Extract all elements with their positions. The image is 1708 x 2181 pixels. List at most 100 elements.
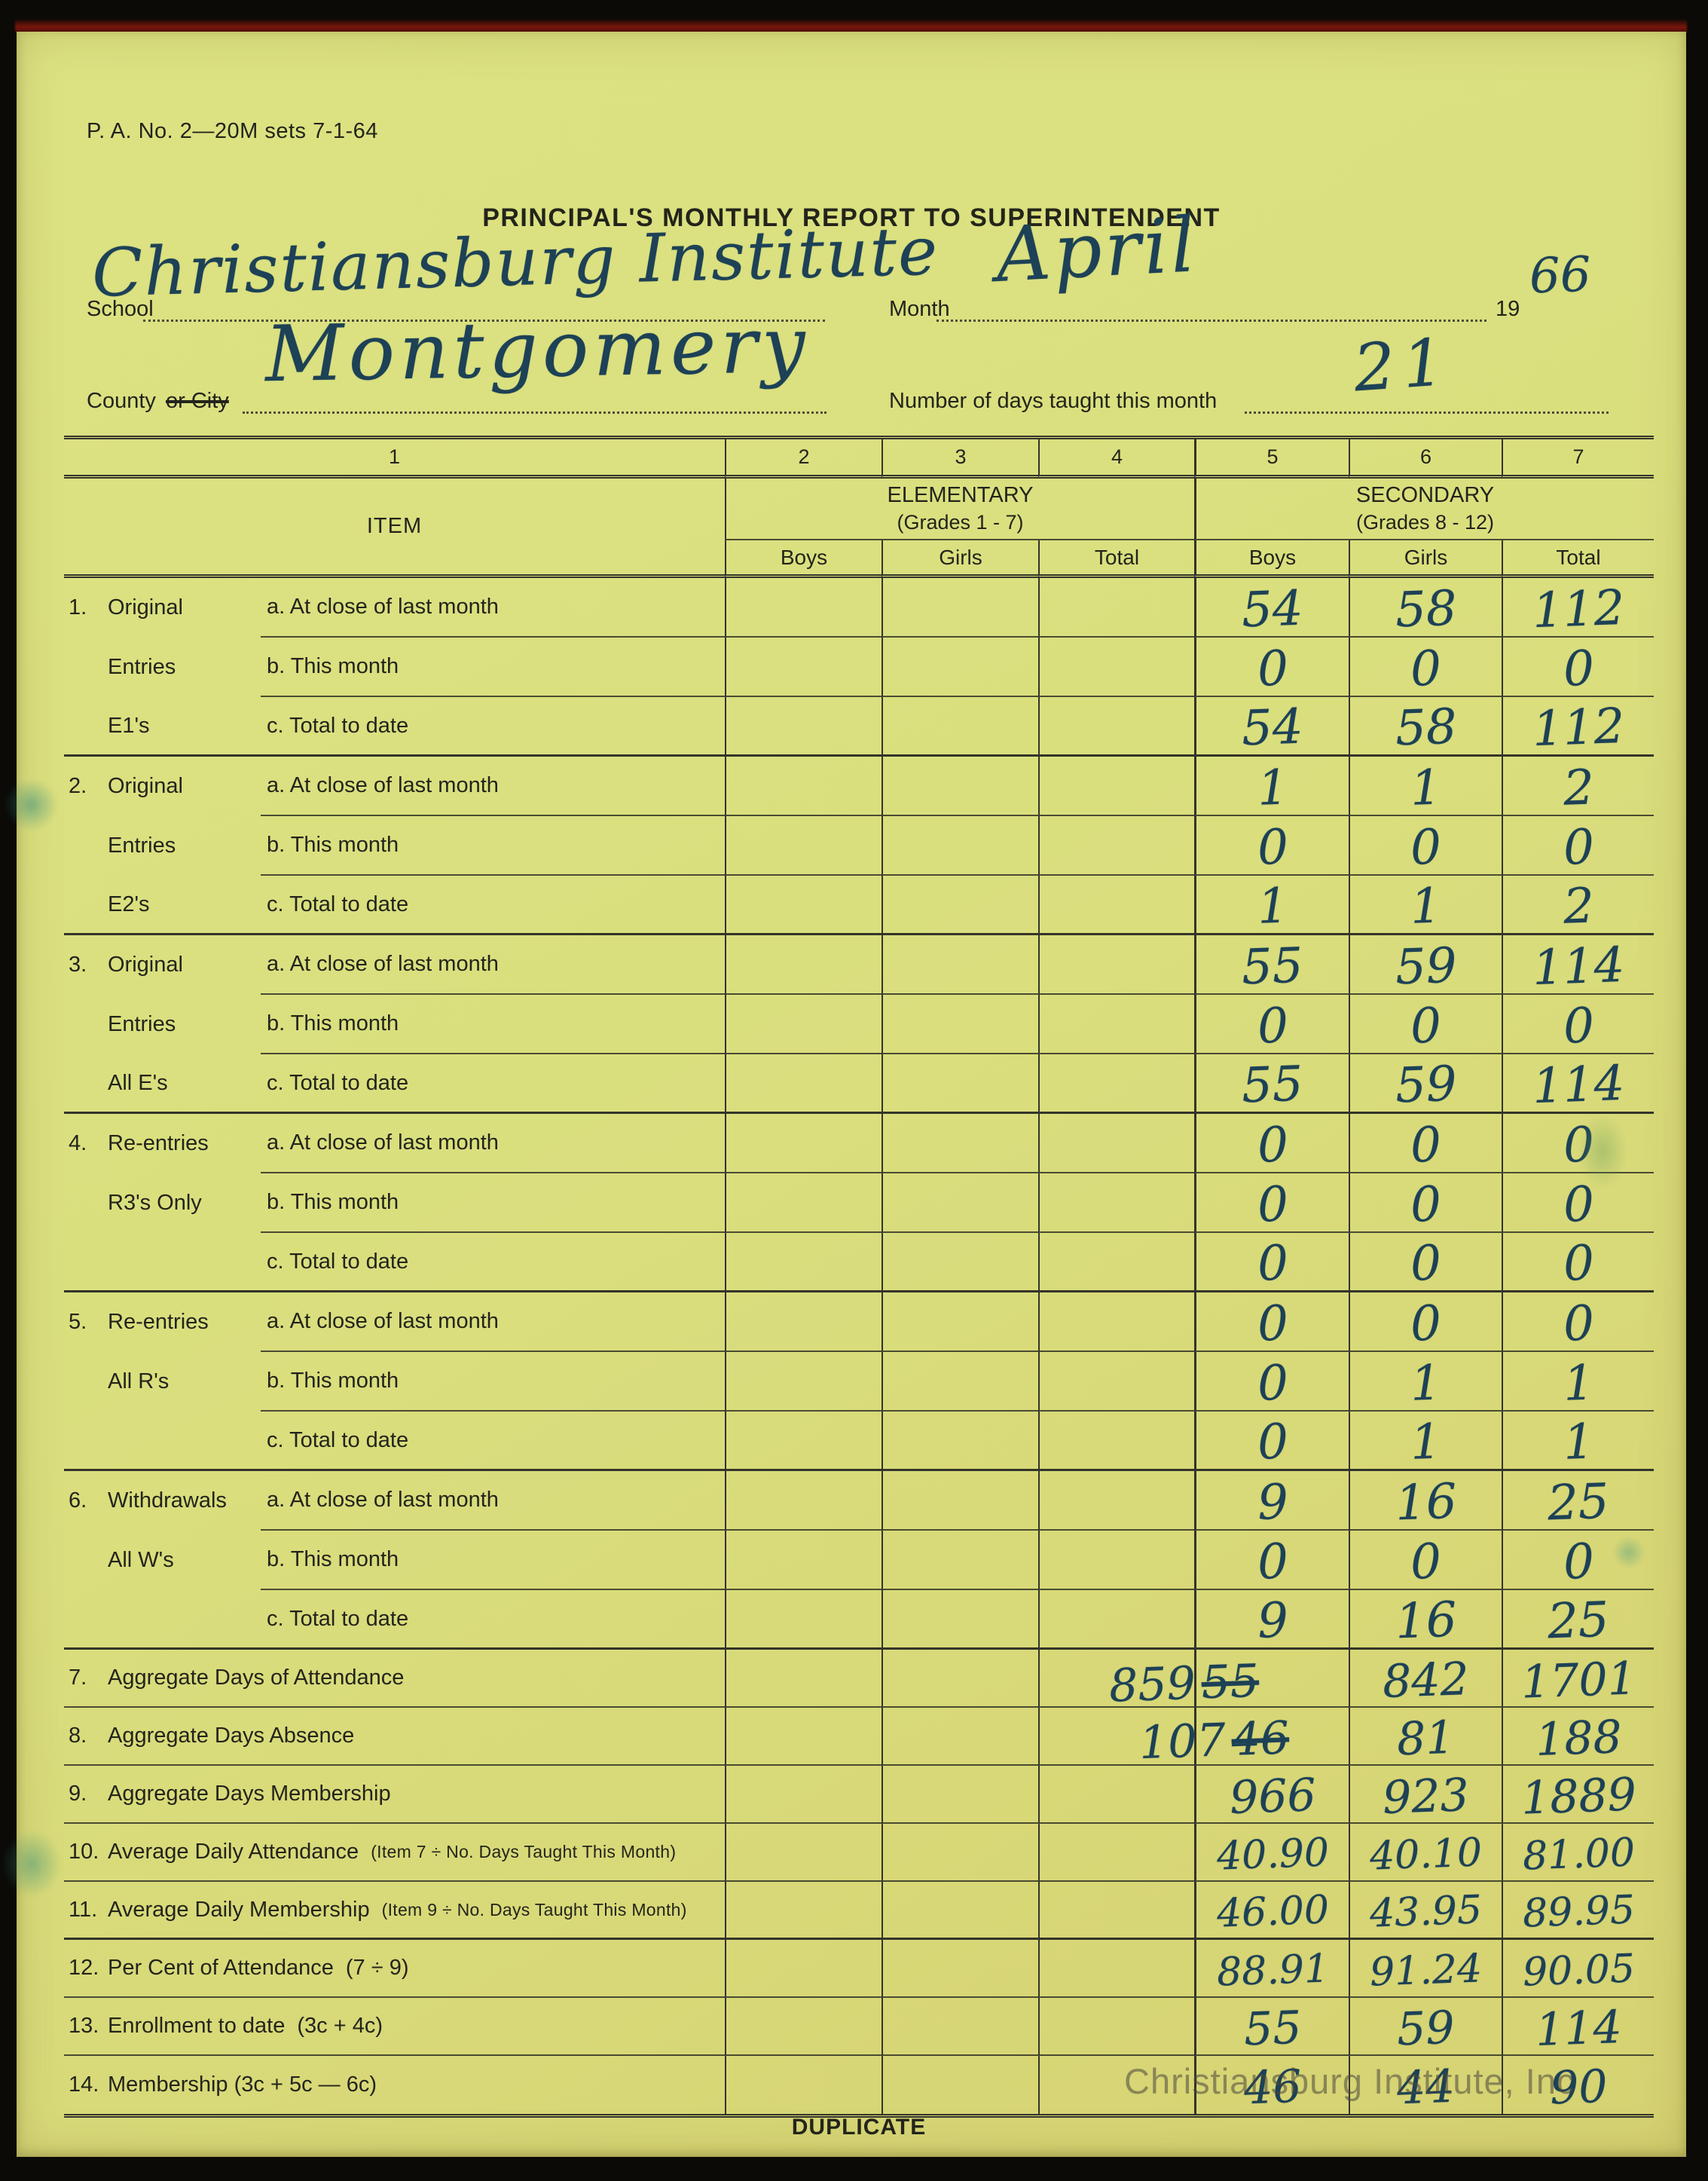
secondary-value-cell: 0 (1502, 1173, 1654, 1233)
handwritten-value: 88.91 (1215, 1945, 1330, 1996)
secondary-value-cell: 25 (1502, 1590, 1654, 1650)
handwritten-value: 55 (1242, 2001, 1303, 2056)
column-number: 3 (881, 439, 1038, 479)
elementary-value-cell (1038, 1471, 1194, 1531)
secondary-value-cell: 81 (1349, 1708, 1502, 1766)
item-sublabel: c. Total to date (267, 1606, 409, 1631)
secondary-value-cell: 0 (1194, 1233, 1349, 1292)
item-number: 12. (69, 1956, 99, 1980)
column-number: 6 (1349, 439, 1502, 479)
item-sublabel: c. Total to date (267, 1070, 409, 1095)
item-cell: c. Total to date (64, 1412, 725, 1471)
secondary-value-cell: 9 (1194, 1590, 1349, 1650)
item-word: Withdrawals (108, 1488, 227, 1513)
handwritten-value: 842 (1382, 1652, 1471, 1708)
summary-item-cell: 7. Aggregate Days of Attendance (64, 1650, 725, 1708)
handwritten-value: 0 (1256, 1354, 1289, 1412)
item-sublabel: b. This month (261, 995, 725, 1054)
secondary-value-cell: 0 (1502, 1233, 1654, 1292)
elementary-value-cell (881, 1233, 1038, 1292)
item-sublabel: b. This month (261, 1531, 725, 1590)
secondary-value-cell: 9 (1194, 1471, 1349, 1531)
summary-item-cell: 12. Per Cent of Attendance (7 ÷ 9) (64, 1940, 725, 1998)
item-number: 2. (69, 774, 87, 798)
item-word: Entries (108, 834, 176, 858)
secondary-header: SECONDARY (Grades 8 - 12) (1194, 479, 1654, 540)
summary-note: (Item 9 ÷ No. Days Taught This Month) (381, 1899, 687, 1919)
month-label: Month (889, 297, 950, 321)
secondary-value-cell: 0 (1502, 1292, 1654, 1352)
elementary-value-cell (725, 816, 881, 876)
elementary-value-cell (881, 1352, 1038, 1412)
secondary-value-cell: 10746 (1138, 1708, 1349, 1770)
handwritten-value: 55 (1241, 1056, 1305, 1115)
secondary-value-cell: 0 (1194, 1173, 1349, 1233)
elementary-value-cell (881, 1590, 1038, 1650)
handwritten-value: 81.00 (1521, 1829, 1636, 1880)
handwritten-value: 58 (1394, 699, 1458, 757)
elementary-value-cell (881, 1471, 1038, 1531)
elementary-value-cell (881, 2056, 1038, 2114)
handwritten-value: 40.10 (1369, 1829, 1483, 1880)
secondary-value-cell: 85955 (1108, 1650, 1349, 1712)
handwritten-value: 0 (1562, 1533, 1595, 1591)
handwritten-value: 0 (1409, 1235, 1443, 1292)
elementary-value-cell (1038, 1708, 1194, 1766)
secondary-value-cell: 59 (1349, 1998, 1502, 2056)
item-word: Original (108, 774, 183, 798)
county-field-line (243, 392, 827, 414)
handwritten-value: 1 (1562, 1354, 1595, 1412)
handwritten-value: 0 (1256, 1295, 1289, 1353)
summary-label: Membership (3c + 5c — 6c) (108, 2072, 377, 2097)
handwritten-value: 114 (1534, 2000, 1623, 2057)
secondary-value-cell: 966 (1194, 1766, 1349, 1824)
handwritten-value: 0 (1562, 640, 1595, 698)
secondary-value-cell: 188 (1502, 1708, 1654, 1766)
elementary-value-cell (1038, 1650, 1194, 1708)
month-field-line (936, 300, 1486, 322)
handwritten-value: 0 (1409, 997, 1443, 1055)
secondary-value-cell: 0 (1194, 1352, 1349, 1412)
secondary-value-cell: 46 (1194, 2056, 1349, 2115)
secondary-value-cell: 0 (1349, 1292, 1502, 1352)
secondary-header-grades: (Grades 8 - 12) (1355, 511, 1495, 534)
handwritten-value: 0 (1562, 997, 1595, 1055)
county-handwritten-value: Montgomery (264, 300, 811, 400)
item-word: All W's (108, 1548, 174, 1572)
secondary-value-cell: 0 (1194, 638, 1349, 697)
summary-item-cell: 10. Average Daily Attendance (Item 7 ÷ No.… (64, 1824, 725, 1882)
struck-value: 55 (1200, 1654, 1260, 1709)
handwritten-value: 188 (1534, 1710, 1623, 1767)
item-sublabel: b. This month (261, 638, 725, 697)
handwritten-value: 59 (1394, 938, 1458, 996)
item-number: 3. (69, 953, 87, 977)
elementary-value-cell (725, 1766, 881, 1824)
item-sublabel: c. Total to date (267, 1249, 409, 1274)
elementary-value-cell (1038, 1054, 1194, 1114)
report-table: 1 2 3 4 5 6 7 ITEM ELEMENTARY (Grades 1 - 7) SECON… (64, 436, 1654, 2118)
secondary-value-cell: 1 (1349, 757, 1502, 816)
handwritten-value: 0 (1562, 818, 1595, 876)
secondary-value-cell: 55 (1194, 1998, 1349, 2056)
page-title: PRINCIPAL'S MONTHLY REPORT TO SUPERINTEN… (482, 203, 1221, 232)
secondary-value-cell: 1 (1194, 876, 1349, 935)
summary-note: (3c + 4c) (297, 2014, 383, 2038)
handwritten-value: 54 (1241, 580, 1305, 638)
item-sublabel: b. This month (261, 816, 725, 876)
item-number: 10. (69, 1840, 99, 1864)
elementary-value-cell (881, 1766, 1038, 1824)
elementary-value-cell (1038, 935, 1194, 995)
handwritten-value: 25 (1547, 1592, 1611, 1650)
handwritten-value: 43.95 (1369, 1887, 1483, 1937)
handwritten-value: 16 (1394, 1473, 1458, 1531)
item-word: Re-entries (108, 1131, 209, 1155)
handwritten-value: 59 (1394, 1056, 1458, 1115)
elementary-value-cell (725, 1292, 881, 1352)
secondary-value-cell: 1701 (1502, 1650, 1654, 1708)
county-or-city-struck-label: or City (166, 389, 229, 413)
handwritten-value: 0 (1256, 1235, 1289, 1292)
item-word: Original (108, 953, 183, 977)
item-number: 9. (69, 1782, 87, 1806)
secondary-value-cell: 40.90 (1194, 1824, 1349, 1882)
item-sublabel: c. Total to date (267, 1427, 409, 1452)
